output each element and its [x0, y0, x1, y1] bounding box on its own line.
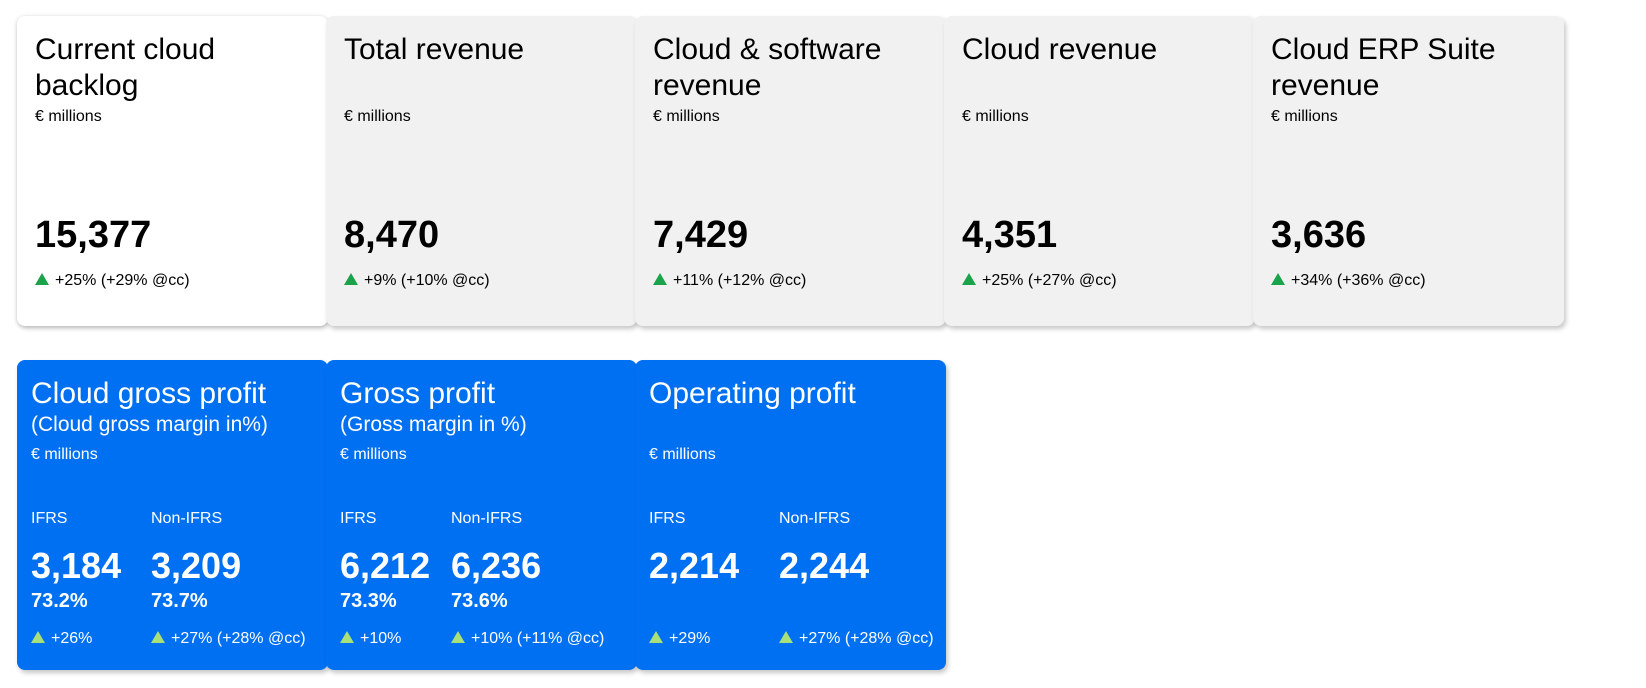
kpi-title: Cloud revenue: [962, 33, 1158, 66]
kpi-change: +25% (+27% @cc): [962, 272, 1117, 290]
non-ifrs-change: +10% (+11% @cc): [451, 630, 604, 648]
non-ifrs-value: 2,244: [779, 545, 870, 586]
ifrs-margin: 73.2%: [31, 590, 88, 612]
ifrs-label: IFRS: [31, 510, 68, 527]
non-ifrs-margin: [779, 590, 934, 614]
non-ifrs-margin: 73.7%: [151, 590, 208, 612]
ifrs-change: +29%: [649, 630, 739, 648]
kpi-change-text: +34% (+36% @cc): [1291, 272, 1426, 289]
non-ifrs-column: Non-IFRS 2,244 +27% (+28% @cc): [779, 510, 934, 648]
ifrs-change: +26%: [31, 630, 121, 648]
non-ifrs-change-text: +10% (+11% @cc): [471, 630, 605, 647]
profit-subtitle: [649, 412, 932, 438]
kpi-change: +34% (+36% @cc): [1271, 272, 1426, 290]
kpi-title: Total revenue: [344, 33, 525, 66]
non-ifrs-column: Non-IFRS 6,236 73.6% +10% (+11% @cc): [451, 510, 604, 648]
kpi-unit: € millions: [962, 108, 1029, 125]
up-arrow-icon: [151, 631, 165, 643]
kpi-change: +9% (+10% @cc): [344, 272, 490, 290]
kpi-unit: € millions: [35, 108, 102, 125]
kpi-unit: € millions: [653, 108, 720, 125]
kpi-card-current-cloud-backlog: Current cloud backlog € millions 15,377 …: [17, 16, 328, 326]
ifrs-column: IFRS 3,184 73.2% +26%: [31, 510, 121, 648]
kpi-card-cloud-software-revenue: Cloud & software revenue € millions 7,42…: [635, 16, 946, 326]
ifrs-margin: [649, 590, 739, 614]
ifrs-label: IFRS: [649, 510, 686, 527]
profit-title: Operating profit: [649, 377, 856, 410]
ifrs-label: IFRS: [340, 510, 377, 527]
non-ifrs-change: +27% (+28% @cc): [779, 630, 934, 648]
profit-subtitle: (Cloud gross margin in%): [31, 413, 268, 436]
up-arrow-icon: [35, 273, 49, 285]
kpi-change: +11% (+12% @cc): [653, 272, 806, 290]
kpi-value: 8,470: [344, 214, 440, 256]
ifrs-change-text: +26%: [51, 630, 93, 647]
up-arrow-icon: [340, 631, 354, 643]
ifrs-value: 3,184: [31, 545, 122, 586]
kpi-change-text: +25% (+29% @cc): [55, 272, 190, 289]
non-ifrs-label: Non-IFRS: [779, 510, 851, 527]
kpi-value: 4,351: [962, 214, 1058, 256]
non-ifrs-label: Non-IFRS: [151, 510, 223, 527]
non-ifrs-value: 6,236: [451, 545, 542, 586]
kpi-change-text: +9% (+10% @cc): [364, 272, 490, 289]
non-ifrs-change: +27% (+28% @cc): [151, 630, 306, 648]
ifrs-column: IFRS 6,212 73.3% +10%: [340, 510, 430, 648]
ifrs-column: IFRS 2,214 +29%: [649, 510, 739, 648]
profit-unit: € millions: [31, 446, 98, 463]
up-arrow-icon: [779, 631, 793, 643]
ifrs-margin: 73.3%: [340, 590, 397, 612]
profit-card-operating-profit: Operating profit € millions IFRS 2,214 +…: [635, 360, 946, 670]
kpi-card-cloud-revenue: Cloud revenue € millions 4,351 +25% (+27…: [944, 16, 1255, 326]
non-ifrs-margin: 73.6%: [451, 590, 508, 612]
kpi-change-text: +11% (+12% @cc): [673, 272, 807, 289]
non-ifrs-change-text: +27% (+28% @cc): [799, 630, 934, 647]
kpi-unit: € millions: [344, 108, 411, 125]
ifrs-value: 2,214: [649, 545, 740, 586]
kpi-title: Cloud ERP Suite revenue: [1271, 33, 1496, 102]
kpi-title: Current cloud backlog: [35, 33, 216, 102]
ifrs-change-text: +29%: [669, 630, 711, 647]
non-ifrs-column: Non-IFRS 3,209 73.7% +27% (+28% @cc): [151, 510, 306, 648]
up-arrow-icon: [451, 631, 465, 643]
profit-card-cloud-gross-profit: Cloud gross profit (Cloud gross margin i…: [17, 360, 328, 670]
up-arrow-icon: [962, 273, 976, 285]
up-arrow-icon: [31, 631, 45, 643]
non-ifrs-label: Non-IFRS: [451, 510, 523, 527]
up-arrow-icon: [649, 631, 663, 643]
non-ifrs-change-text: +27% (+28% @cc): [171, 630, 306, 647]
profit-unit: € millions: [340, 446, 407, 463]
kpi-card-cloud-erp-suite-revenue: Cloud ERP Suite revenue € millions 3,636…: [1253, 16, 1564, 326]
kpi-value: 15,377: [35, 214, 152, 256]
kpi-value: 7,429: [653, 214, 749, 256]
kpi-change: +25% (+29% @cc): [35, 272, 190, 290]
ifrs-change: +10%: [340, 630, 430, 648]
up-arrow-icon: [1271, 273, 1285, 285]
profit-title: Gross profit: [340, 377, 496, 410]
ifrs-change-text: +10%: [360, 630, 402, 647]
up-arrow-icon: [653, 273, 667, 285]
kpi-unit: € millions: [1271, 108, 1338, 125]
up-arrow-icon: [344, 273, 358, 285]
kpi-change-text: +25% (+27% @cc): [982, 272, 1117, 289]
profit-unit: € millions: [649, 446, 716, 463]
kpi-title: Cloud & software revenue: [653, 33, 882, 102]
kpi-card-total-revenue: Total revenue € millions 8,470 +9% (+10%…: [326, 16, 637, 326]
profit-card-gross-profit: Gross profit (Gross margin in %) € milli…: [326, 360, 637, 670]
profit-subtitle: (Gross margin in %): [340, 413, 527, 436]
non-ifrs-value: 3,209: [151, 545, 242, 586]
ifrs-value: 6,212: [340, 545, 431, 586]
kpi-value: 3,636: [1271, 214, 1367, 256]
profit-title: Cloud gross profit: [31, 377, 267, 410]
